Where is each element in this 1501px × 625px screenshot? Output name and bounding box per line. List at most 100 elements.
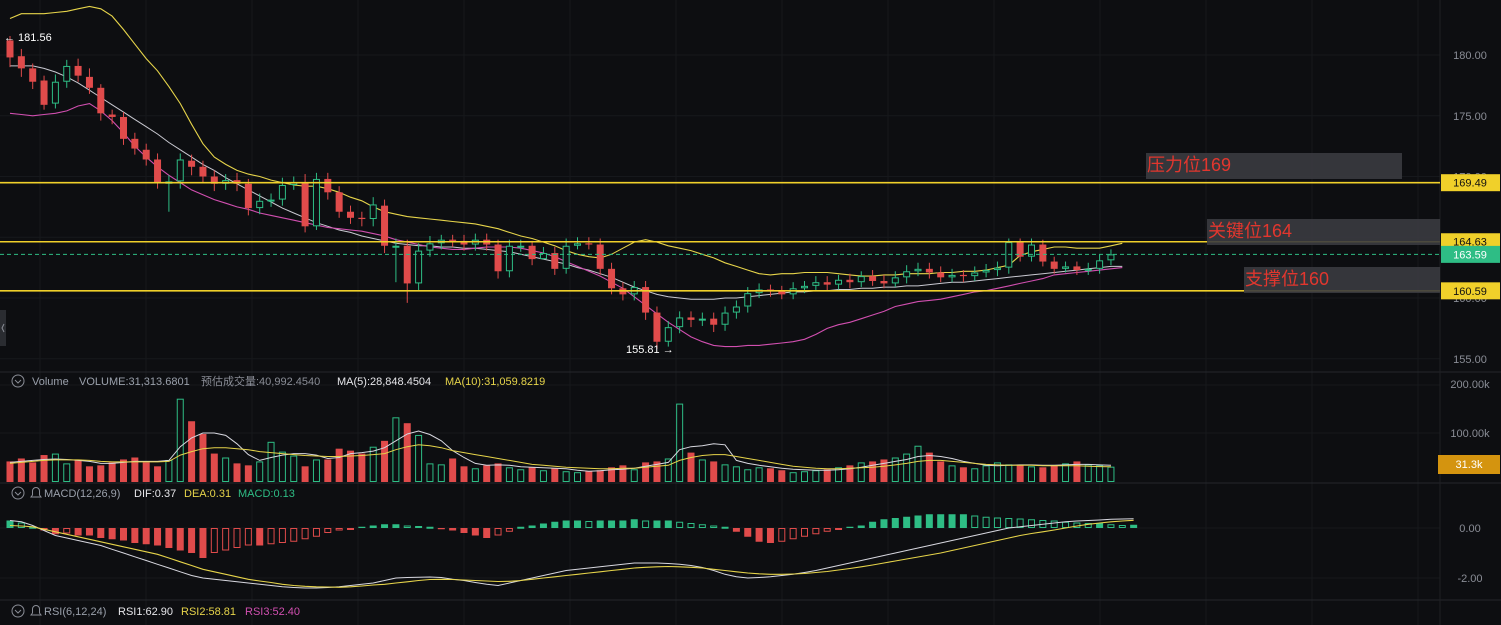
candle-down[interactable] (846, 273, 854, 289)
candle-down[interactable] (596, 238, 604, 275)
candle-up[interactable] (392, 238, 400, 283)
candle-up[interactable] (312, 172, 320, 230)
grid (0, 0, 1440, 625)
candle-down[interactable] (494, 239, 502, 279)
volume-bar (17, 458, 25, 482)
candle-down[interactable] (687, 311, 695, 328)
candle-down[interactable] (937, 266, 945, 283)
candle-up[interactable] (993, 261, 1001, 277)
candle-up[interactable] (562, 238, 570, 274)
candle-down[interactable] (97, 84, 105, 121)
candle-down[interactable] (347, 205, 354, 224)
volume-panel[interactable]: Volume VOLUME:31,313.6801 预估成交量:40,992.4… (6, 374, 1115, 483)
macd-histogram-bar (744, 528, 752, 537)
rsi-alert-icon[interactable] (30, 605, 42, 616)
candle-up[interactable] (51, 74, 59, 109)
candle-down[interactable] (880, 274, 888, 289)
candle-down[interactable] (6, 36, 14, 68)
candle-up[interactable] (426, 236, 434, 257)
macd-collapse-icon[interactable] (11, 486, 25, 500)
candle-up[interactable] (1062, 261, 1070, 273)
candle-body (312, 178, 320, 227)
candle-down[interactable] (244, 178, 252, 216)
candle-down[interactable] (188, 154, 196, 176)
candle-down[interactable] (120, 112, 127, 145)
volume-title: Volume (32, 376, 69, 388)
candle-up[interactable] (1107, 249, 1115, 266)
candle-down[interactable] (1073, 261, 1081, 275)
candle-up[interactable] (664, 321, 672, 347)
candle-down[interactable] (778, 285, 786, 300)
candle-down[interactable] (710, 312, 718, 333)
candle-down[interactable] (381, 199, 389, 254)
candle-down[interactable] (358, 211, 366, 227)
candle-down[interactable] (335, 186, 343, 218)
left-collapse-handle[interactable] (0, 310, 6, 346)
candle-down[interactable] (199, 160, 207, 183)
candle-up[interactable] (721, 306, 729, 331)
candle-up[interactable] (574, 237, 581, 250)
candle-down[interactable] (449, 234, 457, 247)
candle-up[interactable] (1096, 254, 1104, 274)
candle-down[interactable] (301, 174, 309, 233)
candle-up[interactable] (891, 271, 899, 288)
candle-up[interactable] (539, 246, 547, 260)
candle-up[interactable] (857, 271, 865, 288)
candle-up[interactable] (415, 243, 423, 291)
candle-down[interactable] (108, 109, 116, 125)
candle-down[interactable] (142, 143, 150, 166)
candle-down[interactable] (460, 234, 468, 251)
candle-body (85, 76, 93, 88)
candle-down[interactable] (17, 48, 25, 77)
candle-down[interactable] (959, 270, 967, 283)
macd-histogram-bar (85, 528, 93, 536)
candle-down[interactable] (608, 262, 616, 295)
candle-up[interactable] (732, 300, 740, 319)
macd-panel[interactable]: MACD(12,26,9) DIF:0.37 DEA:0.31 MACD:0.1… (6, 486, 1138, 589)
candle-down[interactable] (324, 172, 332, 200)
candle-down[interactable] (869, 270, 877, 286)
candle-up[interactable] (63, 59, 71, 88)
candles[interactable] (6, 36, 1115, 349)
candle-down[interactable] (653, 306, 661, 349)
candle-up[interactable] (698, 312, 706, 326)
candle-down[interactable] (585, 237, 593, 250)
candle-up[interactable] (267, 193, 275, 207)
candle-up[interactable] (982, 263, 990, 278)
candle-down[interactable] (1039, 239, 1047, 267)
candle-up[interactable] (835, 274, 843, 290)
candle-down[interactable] (40, 75, 48, 110)
candle-body (199, 166, 207, 177)
rsi-collapse-icon[interactable] (11, 604, 25, 618)
price-panel[interactable]: 压力位169 关键位164 支撑位160 ← 181.56 155.81 → (0, 5, 1440, 356)
candle-down[interactable] (403, 239, 411, 303)
candle-down[interactable] (29, 63, 37, 90)
candle-down[interactable] (528, 240, 536, 266)
candle-up[interactable] (914, 262, 922, 277)
candle-down[interactable] (1050, 256, 1058, 274)
candle-up[interactable] (1084, 262, 1092, 275)
high-price-marker: ← 181.56 (4, 32, 52, 44)
volume-collapse-icon[interactable] (11, 374, 25, 388)
volume-estimated: 预估成交量:40,992.4540 (201, 374, 320, 388)
candle-down[interactable] (210, 170, 218, 192)
candle-down[interactable] (925, 262, 933, 279)
candle-up[interactable] (505, 239, 513, 278)
candle-up[interactable] (676, 311, 684, 334)
candle-up[interactable] (812, 276, 820, 291)
candle-down[interactable] (642, 280, 650, 320)
candle-down[interactable] (551, 246, 559, 275)
candle-down[interactable] (85, 68, 93, 94)
candle-down[interactable] (823, 276, 831, 291)
candle-up[interactable] (256, 193, 264, 215)
candle-up[interactable] (369, 197, 377, 227)
rsi-panel[interactable]: RSI(6,12,24) RSI1:62.90 RSI2:58.81 RSI3:… (11, 604, 300, 618)
macd-alert-icon[interactable] (30, 487, 42, 498)
candle-down[interactable] (131, 132, 139, 155)
candle-up[interactable] (903, 265, 911, 284)
volume-bar (846, 465, 854, 482)
candle-down[interactable] (74, 58, 82, 82)
candle-up[interactable] (948, 268, 956, 283)
candle-up[interactable] (971, 266, 979, 281)
